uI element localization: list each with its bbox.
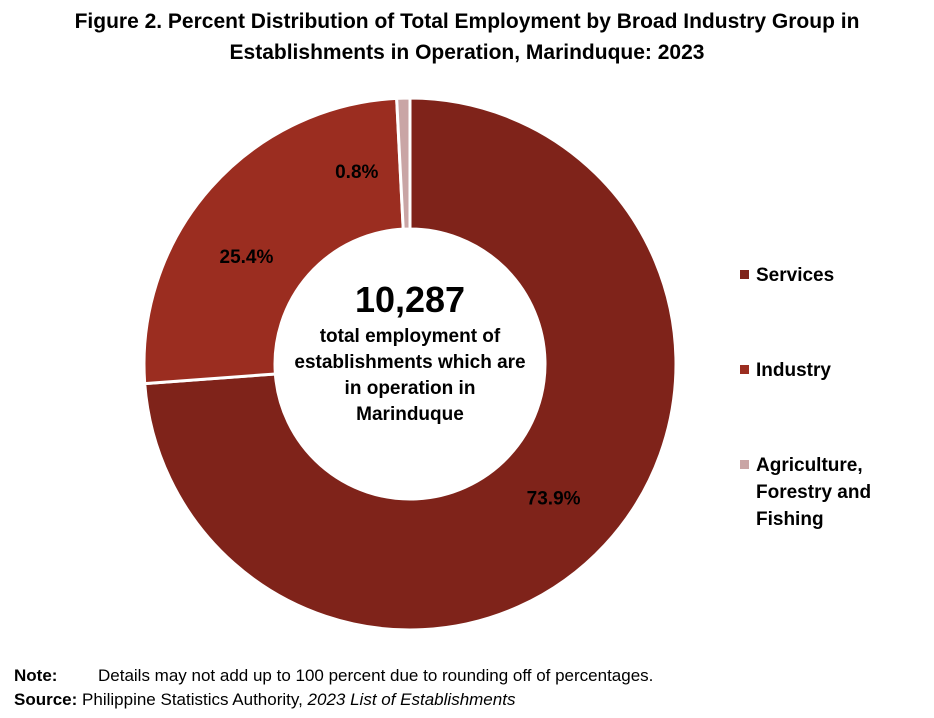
donut-slice-industry [142, 96, 405, 386]
center-total-value: 10,287 [355, 279, 465, 320]
legend-label-services-line-1: Services [756, 265, 835, 286]
chart-title-line-1: Figure 2. Percent Distribution of Total … [74, 10, 860, 33]
chart-title-line-2: Establishments in Operation, Marinduque:… [229, 41, 705, 64]
donut-slices [142, 96, 678, 632]
legend-swatch-services [740, 270, 749, 279]
data-label-services: 73.9% [527, 488, 581, 509]
legend-label-agriculture: Agriculture, Forestry and Fishing [756, 452, 926, 533]
center-label-line-3: in operation in [345, 378, 476, 399]
donut-slice-services [143, 96, 678, 632]
legend-swatch-industry [740, 365, 749, 374]
footnote-note: Note: Details may not add up to 100 perc… [14, 665, 914, 687]
legend-label-agriculture-line-1: Agriculture, [756, 455, 863, 476]
center-label-line-4: Marinduque [356, 404, 464, 425]
center-label-line-2: establishments which are [294, 352, 525, 373]
data-label-industry: 25.4% [220, 247, 274, 268]
source-text: Philippine Statistics Authority, [82, 690, 308, 709]
legend-label-agriculture-line-3: Fishing [756, 509, 824, 530]
legend-label-agriculture-line-2: Forestry and [756, 482, 872, 503]
chart-title: Figure 2. Percent Distribution of Total … [0, 6, 934, 68]
slice-labels: 73.9% 25.4% 0.8% [220, 162, 581, 509]
legend-swatch-agriculture [740, 460, 749, 469]
donut-slice-agriculture [395, 96, 412, 231]
data-label-agriculture: 0.8% [335, 162, 378, 183]
source-publication: 2023 List of Establishments [307, 690, 516, 709]
note-label: Note: [14, 666, 58, 685]
legend-label-industry-line-1: Industry [756, 360, 831, 381]
center-annotation: 10,287 total employment of establishment… [294, 279, 525, 425]
center-label-line-1: total employment of [320, 326, 501, 347]
footnote-source: Source: Philippine Statistics Authority,… [14, 689, 515, 711]
legend-label-services: Services [756, 262, 926, 289]
source-label: Source: [14, 690, 78, 709]
note-text: Details may not add up to 100 percent du… [98, 666, 654, 685]
legend-label-industry: Industry [756, 357, 926, 384]
